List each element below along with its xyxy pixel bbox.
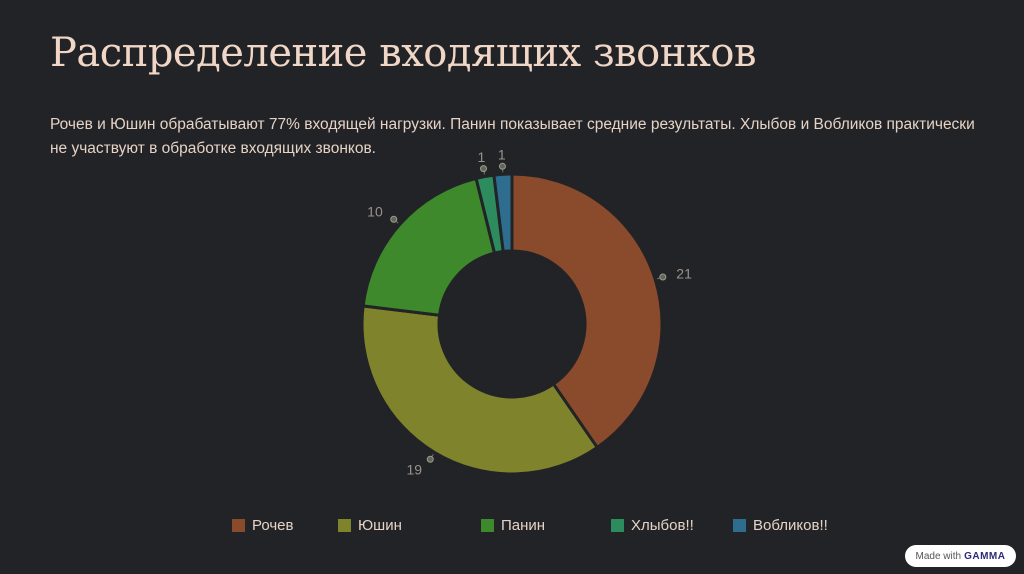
slice-yushin <box>360 304 600 476</box>
legend-swatch <box>481 519 494 532</box>
legend-swatch <box>338 519 351 532</box>
badge-prefix: Made with <box>915 550 962 562</box>
data-label: 10 <box>367 203 383 219</box>
legend-item-yushin: Юшин <box>338 517 402 534</box>
data-label: 1 <box>498 146 506 162</box>
legend-label: Панин <box>501 517 546 534</box>
leader-dot <box>498 162 506 170</box>
leader-dot <box>390 215 398 223</box>
chart-legend: Рочев Юшин Панин Хлыбов!! Вобликов!! <box>0 517 1024 539</box>
made-with-gamma-badge[interactable]: Made with GAMMA <box>905 545 1016 567</box>
legend-item-khlybov: Хлыбов!! <box>611 517 694 534</box>
legend-item-rochev: Рочев <box>232 517 293 534</box>
legend-item-panin: Панин <box>481 517 545 534</box>
page-title: Распределение входящих звонков <box>50 30 757 76</box>
legend-label: Юшин <box>358 517 402 534</box>
leader-dot <box>426 455 434 463</box>
legend-swatch <box>611 519 624 532</box>
data-label: 1 <box>477 149 485 165</box>
legend-label: Рочев <box>252 517 294 534</box>
legend-label: Вобликов!! <box>753 517 828 534</box>
legend-item-voblikov: Вобликов!! <box>733 517 828 534</box>
leader-dot <box>659 273 667 281</box>
slice-panin <box>361 176 497 317</box>
page-subtitle: Рочев и Юшин обрабатывают 77% входящей н… <box>50 116 975 157</box>
data-label: 21 <box>676 265 692 281</box>
legend-swatch <box>232 519 245 532</box>
legend-swatch <box>733 519 746 532</box>
legend-label: Хлыбов!! <box>631 517 694 534</box>
gamma-logo: GAMMA <box>964 550 1006 562</box>
slice-voblikov <box>492 172 514 254</box>
leader-dot <box>480 165 488 173</box>
slice-rochev <box>510 172 664 450</box>
data-label: 19 <box>406 461 422 477</box>
